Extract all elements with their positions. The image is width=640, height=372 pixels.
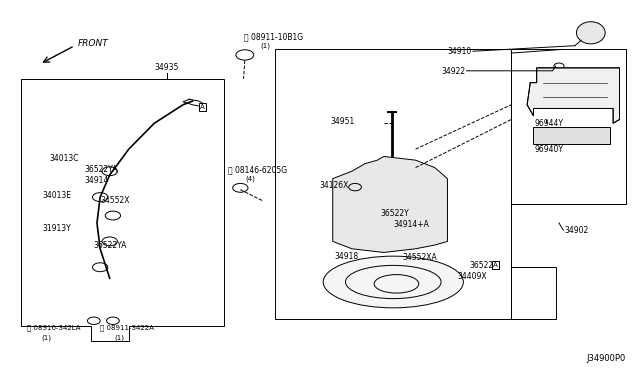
Text: 34552X: 34552X [100, 196, 130, 205]
Text: Ⓝ 08911-10B1G: Ⓝ 08911-10B1G [244, 32, 303, 41]
Text: 31913Y: 31913Y [43, 224, 72, 233]
Text: 34918: 34918 [334, 251, 358, 261]
Text: 34914: 34914 [84, 176, 108, 185]
Text: 34935: 34935 [155, 63, 179, 72]
Text: 34126X: 34126X [319, 182, 349, 190]
Text: 34951: 34951 [331, 117, 355, 126]
Text: Ⓝ 08911-3422A: Ⓝ 08911-3422A [100, 325, 154, 331]
Text: A: A [493, 262, 498, 268]
Polygon shape [527, 68, 620, 123]
Text: 34914+A: 34914+A [394, 220, 429, 229]
Text: 34409X: 34409X [457, 272, 486, 281]
Text: FRONT: FRONT [78, 39, 109, 48]
Text: 34910: 34910 [447, 47, 472, 56]
Text: (1): (1) [41, 335, 51, 341]
Text: Ⓝ 08916-342LA: Ⓝ 08916-342LA [27, 325, 81, 331]
Ellipse shape [577, 22, 605, 44]
Text: (1): (1) [261, 42, 271, 49]
Polygon shape [333, 157, 447, 253]
Text: 34902: 34902 [564, 226, 588, 235]
Text: (1): (1) [115, 335, 124, 341]
Polygon shape [183, 99, 205, 107]
Text: 34552XA: 34552XA [403, 253, 438, 263]
Text: 96940Y: 96940Y [534, 145, 563, 154]
Bar [534, 127, 610, 144]
Text: J34900P0: J34900P0 [587, 354, 626, 363]
Text: 34013E: 34013E [43, 191, 72, 200]
Text: 36522YA: 36522YA [94, 241, 127, 250]
Text: 34013C: 34013C [49, 154, 79, 163]
Text: 36522Y: 36522Y [470, 261, 499, 270]
Text: 96944Y: 96944Y [534, 119, 563, 128]
Text: A: A [200, 104, 205, 110]
Text: 36522YA: 36522YA [84, 165, 118, 174]
Text: Ⓑ 08146-6205G: Ⓑ 08146-6205G [228, 165, 287, 174]
Text: 36522Y: 36522Y [381, 209, 410, 218]
Text: (4): (4) [245, 175, 255, 182]
Text: 34922: 34922 [441, 67, 465, 76]
Ellipse shape [323, 256, 463, 308]
